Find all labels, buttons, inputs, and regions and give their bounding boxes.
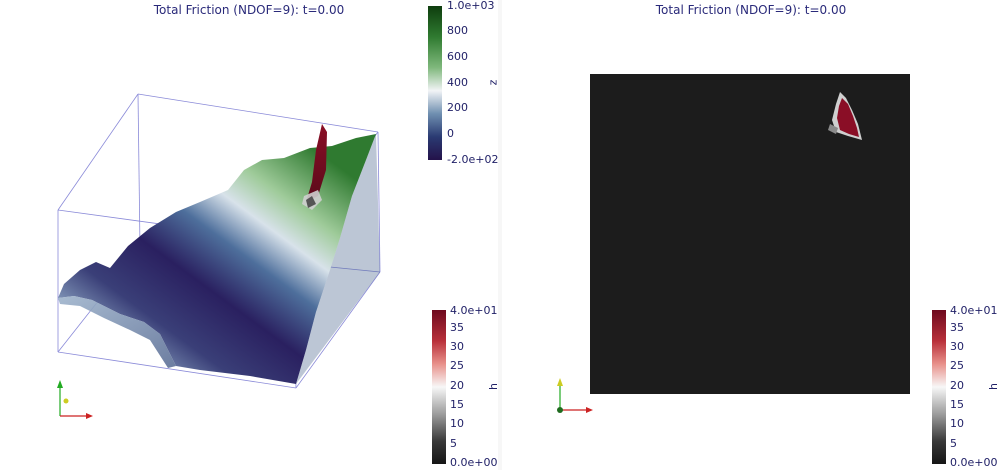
h-colorbar-gradient [932,310,946,464]
h-colorbar-gradient [432,310,446,464]
h-tick: 25 [450,359,464,372]
h-tick: 20 [950,379,964,392]
left-render-view[interactable]: Total Friction (NDOF=9): t=0.00 [0,0,500,470]
right-view-title: Total Friction (NDOF=9): t=0.00 [655,3,847,17]
h-colorbar [432,310,446,464]
h-tick: 0.0e+00 [450,456,498,469]
h-tick: 25 [950,359,964,372]
depth-plane [590,74,910,394]
topdown-canvas[interactable] [502,0,1000,470]
z-colorbar-gradient [428,6,442,160]
terrain-3d-canvas[interactable] [0,0,498,470]
h-colorbar [932,310,946,464]
orientation-axes-icon [557,378,593,413]
h-tick: 5 [450,437,457,450]
z-tick: 400 [447,76,468,89]
view-divider[interactable] [498,0,502,470]
h-tick: 15 [450,398,464,411]
left-view-title: Total Friction (NDOF=9): t=0.00 [153,3,345,17]
h-tick: 4.0e+01 [950,304,998,317]
terrain-surface [58,134,380,384]
friction-peak [302,124,327,210]
h-tick: 15 [950,398,964,411]
h-tick: 4.0e+01 [450,304,498,317]
h-tick: 20 [450,379,464,392]
h-tick: 30 [450,340,464,353]
z-tick: 200 [447,101,468,114]
h-colorbar-label: h [986,383,1000,390]
z-colorbar [428,6,442,160]
h-tick: 10 [450,417,464,430]
friction-peak-topdown [828,92,862,140]
z-tick: 600 [447,50,468,63]
right-render-view[interactable]: Total Friction (NDOF=9): t=0.00 4.0e+01 … [502,0,1000,470]
z-tick: -2.0e+02 [447,153,499,166]
z-tick: 0 [447,127,454,140]
h-tick: 5 [950,437,957,450]
h-tick: 0.0e+00 [950,456,998,469]
orientation-axes-icon [57,380,93,419]
h-tick: 35 [950,321,964,334]
h-tick: 30 [950,340,964,353]
z-tick: 1.0e+03 [447,0,495,12]
h-tick: 10 [950,417,964,430]
h-tick: 35 [450,321,464,334]
z-tick: 800 [447,24,468,37]
